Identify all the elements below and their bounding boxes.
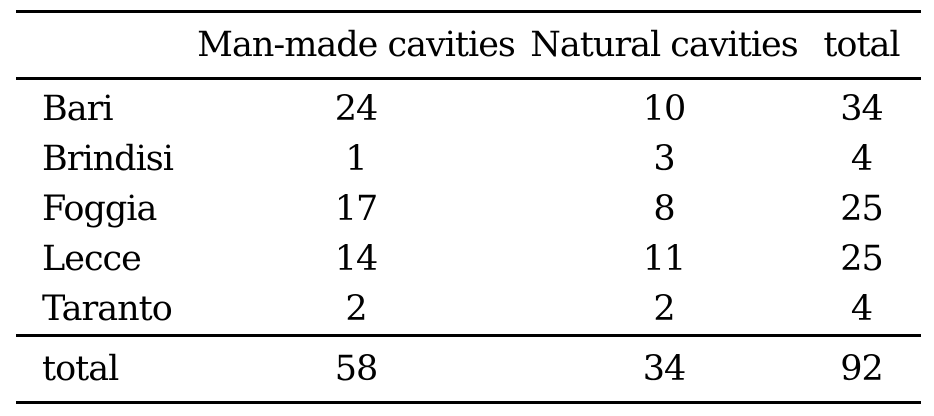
cell-taranto-total: 4 <box>850 288 873 329</box>
cell-total-grand: 92 <box>802 334 921 404</box>
header-natural-cavities: Natural cavities <box>526 10 802 80</box>
header-empty-cell <box>16 10 186 80</box>
cell-foggia-natural: 8 <box>653 188 675 229</box>
table-row-bari: Bari 24 10 34 <box>16 79 921 135</box>
cell-bari-man-made: 24 <box>334 88 379 129</box>
header-total: total <box>802 10 921 80</box>
table-row-taranto: Taranto 2 2 4 <box>16 284 921 336</box>
row-label-taranto: Taranto <box>42 288 173 329</box>
cell-brindisi-natural: 3 <box>653 138 675 179</box>
cell-lecce-total: 25 <box>840 238 884 279</box>
table-body: Bari 24 10 34 Brindisi 1 3 4 Foggia 17 8… <box>16 79 921 336</box>
cell-bari-total: 34 <box>840 88 884 129</box>
cell-brindisi-total: 4 <box>850 138 873 179</box>
cavities-by-province-table: Man-made cavities Natural cavities total… <box>16 10 921 404</box>
cell-lecce-natural: 11 <box>642 238 687 279</box>
header-man-made-cavities: Man-made cavities <box>186 10 526 80</box>
table-row-foggia: Foggia 17 8 25 <box>16 184 921 234</box>
row-label-foggia: Foggia <box>42 188 157 229</box>
cell-total-natural: 34 <box>526 334 802 404</box>
cell-foggia-total: 25 <box>840 188 884 229</box>
row-label-lecce: Lecce <box>42 238 142 279</box>
header-row: Man-made cavities Natural cavities total <box>16 10 921 80</box>
cell-lecce-man-made: 14 <box>334 238 379 279</box>
table-row-lecce: Lecce 14 11 25 <box>16 234 921 284</box>
cell-total-man-made: 58 <box>186 334 526 404</box>
cell-taranto-man-made: 2 <box>345 288 367 329</box>
row-label-total: total <box>16 334 186 404</box>
row-label-brindisi: Brindisi <box>42 138 174 179</box>
cell-brindisi-man-made: 1 <box>345 138 367 179</box>
cell-bari-natural: 10 <box>642 88 687 129</box>
cavities-table-container: Man-made cavities Natural cavities total… <box>16 10 921 404</box>
table-footer: total 58 34 92 <box>16 334 921 404</box>
cell-taranto-natural: 2 <box>653 288 675 329</box>
table-header: Man-made cavities Natural cavities total <box>16 10 921 80</box>
table-row-total: total 58 34 92 <box>16 334 921 404</box>
cell-foggia-man-made: 17 <box>334 188 379 229</box>
table-row-brindisi: Brindisi 1 3 4 <box>16 134 921 184</box>
row-label-bari: Bari <box>42 88 114 129</box>
